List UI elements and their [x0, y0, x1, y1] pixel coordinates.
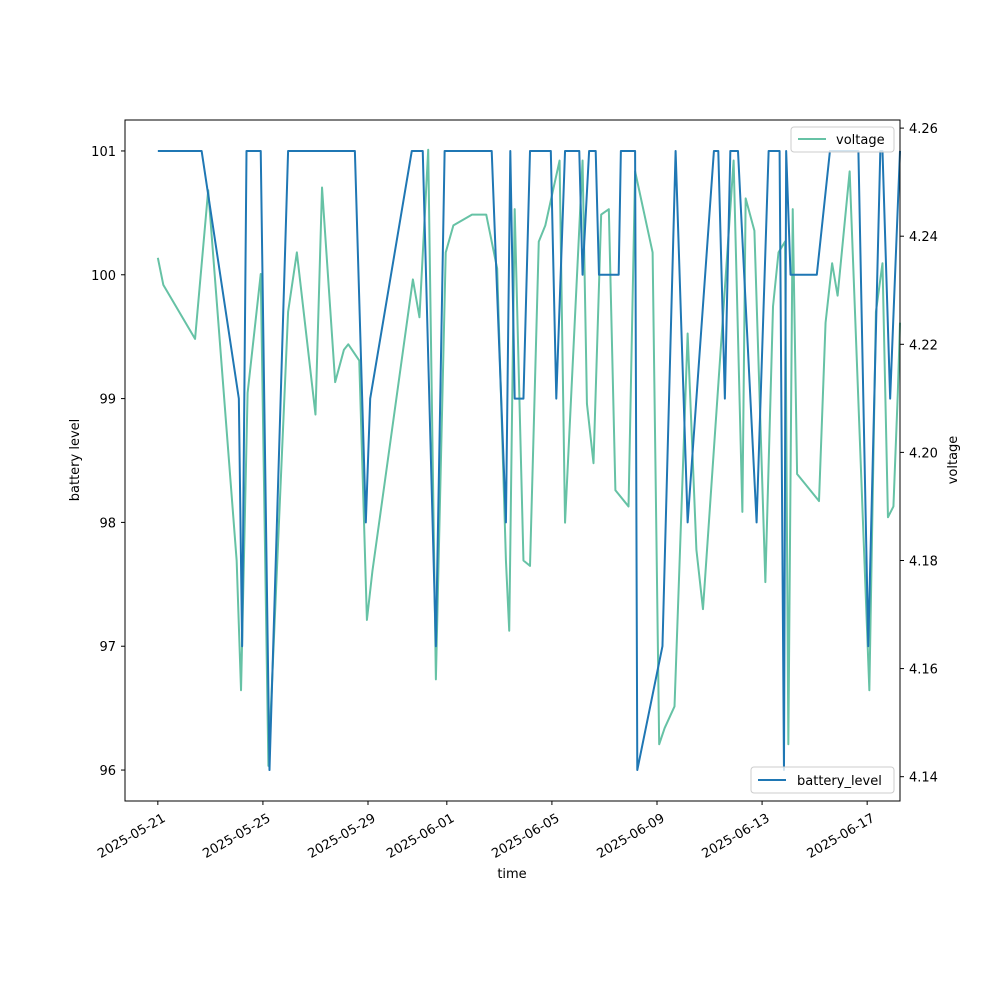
y-left-tick-label: 96 — [99, 764, 116, 779]
y-left-tick-label: 101 — [91, 145, 116, 160]
y-left-tick-label: 97 — [99, 640, 116, 655]
y-left-tick-label: 100 — [91, 269, 116, 284]
x-tick-label: 2025-06-17 — [805, 811, 878, 862]
legend-voltage: voltage — [790, 126, 895, 153]
x-tick-label: 2025-06-05 — [489, 811, 562, 862]
series-line-battery-level — [157, 149, 901, 772]
x-tick-label: 2025-05-25 — [200, 811, 273, 862]
y-right-tick-label: 4.24 — [909, 230, 938, 245]
x-axis: 2025-05-21 2025-05-25 2025-05-29 2025-06-01… — [95, 801, 878, 862]
y-left-tick-label: 98 — [99, 516, 116, 531]
plot-frame — [124, 119, 901, 802]
x-tick-label: 2025-06-09 — [594, 811, 667, 862]
legend-battery-level-box — [750, 766, 895, 794]
legend-voltage-box — [790, 126, 895, 153]
x-tick-label: 2025-05-29 — [305, 811, 378, 862]
y-left-axis-title: battery level — [68, 419, 83, 502]
y-right-tick-label: 4.22 — [909, 338, 938, 353]
series-layer — [156, 148, 901, 772]
series-line-voltage — [156, 148, 901, 767]
y-left-axis: 96 97 98 99 100 101 — [91, 145, 125, 779]
x-axis-title: time — [497, 867, 526, 882]
y-right-tick-label: 4.26 — [909, 122, 938, 137]
x-tick-label: 2025-05-21 — [95, 811, 168, 862]
legend-voltage-label: voltage — [836, 133, 885, 148]
legend-battery-level-label: battery_level — [797, 774, 882, 789]
legend-battery-level: battery_level — [750, 766, 895, 794]
y-right-axis: 4.14 4.16 4.18 4.20 4.22 4.24 4.26 — [900, 122, 938, 786]
x-tick-label: 2025-06-13 — [700, 811, 773, 862]
y-left-tick-label: 99 — [99, 393, 116, 408]
y-right-tick-label: 4.14 — [909, 771, 938, 786]
y-right-axis-title: voltage — [946, 436, 961, 485]
y-right-tick-label: 4.20 — [909, 446, 938, 461]
y-right-tick-label: 4.18 — [909, 554, 938, 569]
y-right-tick-label: 4.16 — [909, 663, 938, 678]
x-tick-label: 2025-06-01 — [384, 811, 457, 862]
